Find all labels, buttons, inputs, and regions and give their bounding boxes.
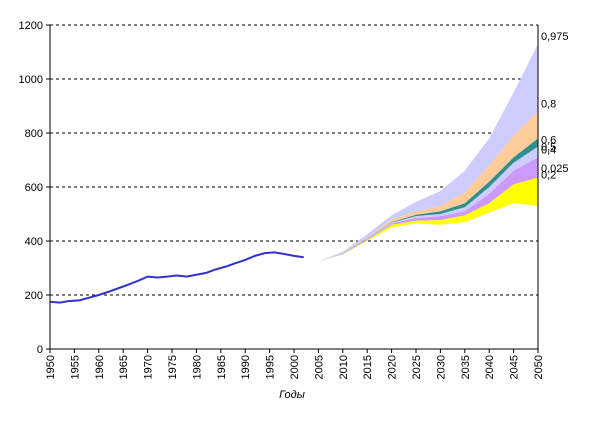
quantile-label-0-025: 0,025 [541, 163, 569, 175]
y-tick-label-400: 400 [25, 236, 43, 248]
x-tick-label-1985: 1985 [216, 355, 228, 379]
y-tick-label-1000: 1000 [19, 74, 43, 86]
quantile-label-0-975: 0,975 [541, 31, 569, 43]
history-series [49, 251, 304, 304]
band-0,025-0,2 [318, 177, 538, 262]
x-tick-label-1955: 1955 [69, 355, 81, 379]
x-tick-label-1975: 1975 [167, 355, 179, 379]
x-tick-label-2040: 2040 [484, 355, 496, 379]
quantile-label-0-6: 0,6 [541, 134, 556, 146]
x-tick-label-2000: 2000 [289, 355, 301, 379]
x-tick-label-2010: 2010 [338, 355, 350, 379]
y-tick-label-600: 600 [25, 182, 43, 194]
grid [50, 24, 538, 296]
quantile-label-0-4: 0,4 [541, 144, 556, 156]
quantile-label-0-2: 0,2 [541, 170, 556, 182]
x-tick-label-1965: 1965 [118, 355, 130, 379]
x-tick-label-2045: 2045 [509, 355, 521, 379]
x-tick-label-1980: 1980 [191, 355, 203, 379]
y-axis-ticks: 0 200 400 600 800 1000 1200 [19, 20, 50, 356]
x-axis-label: Годы [279, 389, 305, 401]
x-tick-label-1990: 1990 [240, 355, 252, 379]
x-tick-label-2050: 2050 [533, 355, 545, 379]
quantile-label-0-8: 0,8 [541, 98, 556, 110]
x-tick-label-2025: 2025 [411, 355, 423, 379]
x-tick-label-2015: 2015 [362, 355, 374, 379]
y-tick-label-1200: 1200 [19, 20, 43, 32]
x-tick-label-2030: 2030 [435, 355, 447, 379]
history-line [49, 251, 304, 304]
forecast-bands [318, 43, 538, 262]
x-tick-label-1950: 1950 [45, 355, 57, 379]
y-tick-label-0: 0 [37, 344, 43, 356]
y-tick-label-200: 200 [25, 290, 43, 302]
y-tick-label-800: 800 [25, 128, 43, 140]
x-tick-label-2020: 2020 [387, 355, 399, 379]
x-tick-label-1970: 1970 [143, 355, 155, 379]
x-tick-label-1995: 1995 [265, 355, 277, 379]
x-tick-label-2005: 2005 [313, 355, 325, 379]
x-tick-label-2035: 2035 [460, 355, 472, 379]
quantile-label-0-5: 0,5 [541, 142, 556, 154]
x-tick-label-1960: 1960 [94, 355, 106, 379]
x-axis-ticks: 1950 1955 1960 1965 1970 1975 1980 1985 1990 1995… [45, 349, 545, 379]
band-0,8-0,975 [318, 43, 538, 262]
